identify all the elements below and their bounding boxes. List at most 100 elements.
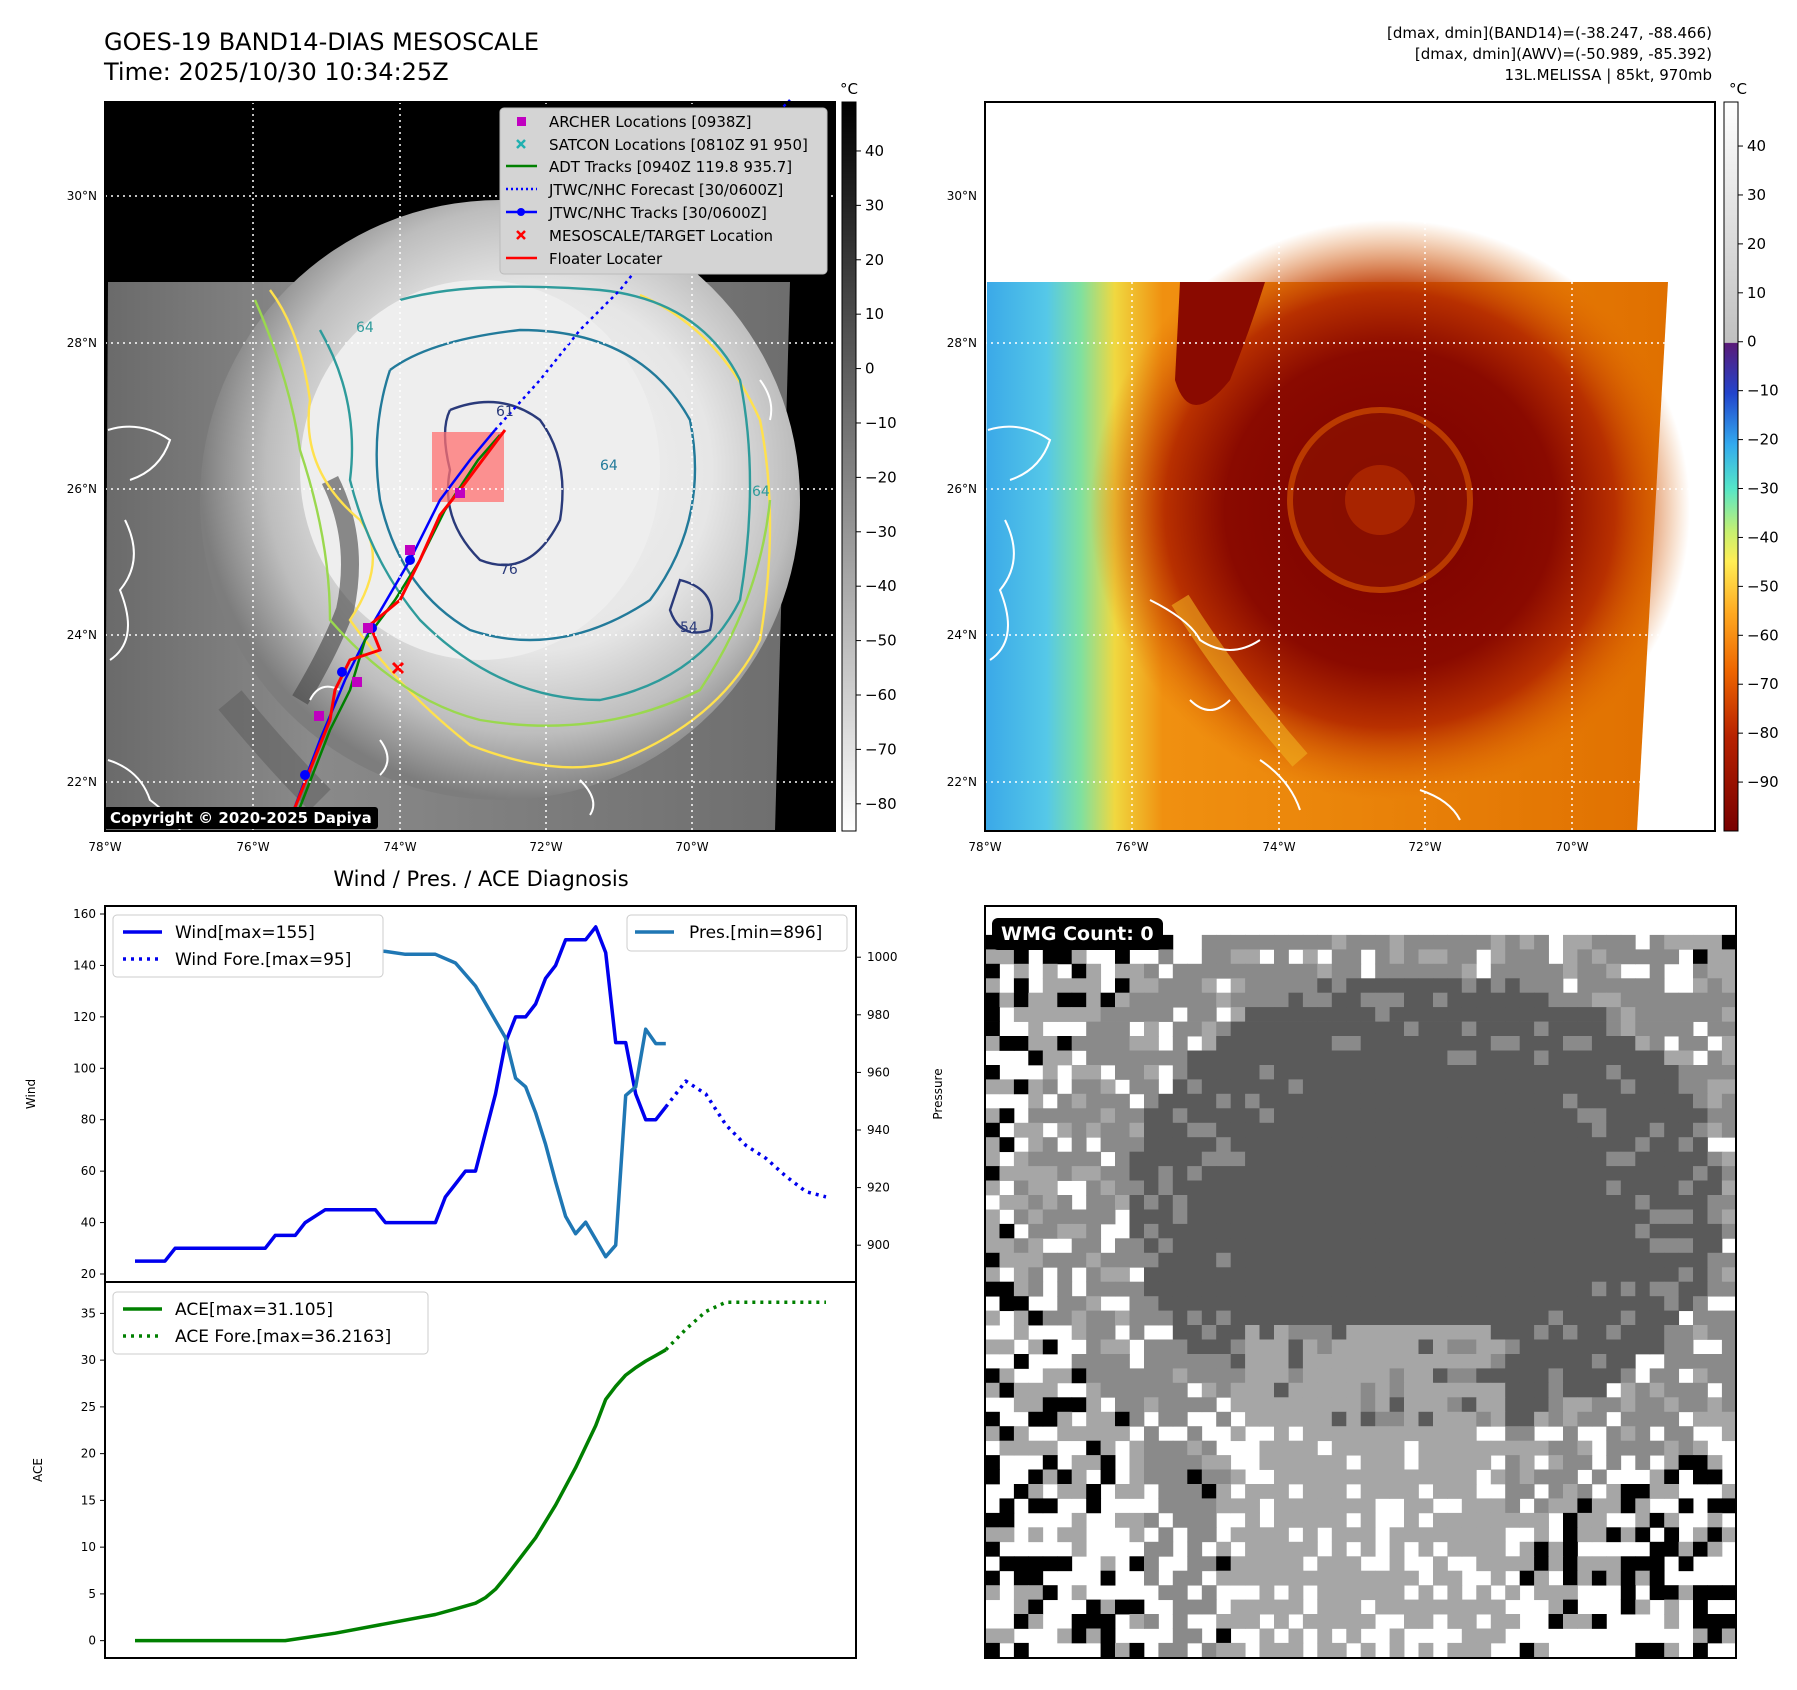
colorbar-tick-label: 30 bbox=[865, 196, 884, 214]
lon-tick-label: 70°W bbox=[675, 840, 708, 854]
contour-label: 64 bbox=[356, 320, 374, 336]
lat-tick-label: 30°N bbox=[67, 189, 97, 203]
figure-title-line1: GOES-19 BAND14-DIAS MESOSCALE bbox=[104, 28, 539, 56]
y-tick-label: 20 bbox=[81, 1447, 96, 1461]
wind-pressure-chart: Wind Pressure 160 140 120 100 80 60 40 20 1000 9… bbox=[24, 905, 945, 1283]
y-tick-label: 35 bbox=[81, 1306, 96, 1320]
lat-tick-label: 22°N bbox=[947, 775, 977, 789]
colorbar-tick-label: −90 bbox=[1747, 773, 1779, 791]
colorbar-tick-label: −10 bbox=[865, 414, 897, 432]
lon-tick-label: 74°W bbox=[383, 840, 416, 854]
lat-tick-label: 26°N bbox=[67, 482, 97, 496]
legend-label: Wind[max=155] bbox=[175, 923, 315, 943]
legend-label: MESOSCALE/TARGET Location bbox=[549, 227, 773, 245]
ace-chart: ACE 35 30 25 20 15 10 5 0 ACE[max=31.105] ACE F… bbox=[31, 1281, 857, 1659]
colorbar-ticks: 40 30 20 10 0 −10 −20 −30 −40 −50 −60 −70 −80 bbox=[856, 142, 897, 813]
legend-item: Floater Locater bbox=[506, 250, 663, 268]
y2-tick-label: 900 bbox=[867, 1238, 890, 1252]
ace-legend: ACE[max=31.105] ACE Fore.[max=36.2163] bbox=[112, 1291, 429, 1355]
y-tick-label: 40 bbox=[81, 1216, 96, 1230]
y-tick-label: 80 bbox=[81, 1113, 96, 1127]
legend-label: SATCON Locations [0810Z 91 950] bbox=[549, 136, 808, 154]
legend-label: Wind Fore.[max=95] bbox=[175, 950, 351, 970]
colorbar-tick-label: −30 bbox=[1747, 480, 1779, 498]
wmg-count-badge: WMG Count: 0 bbox=[992, 918, 1163, 950]
lon-tick-label: 78°W bbox=[88, 840, 121, 854]
colorbar-tick-label: 20 bbox=[865, 251, 884, 269]
colorbar-unit: °C bbox=[1729, 80, 1747, 98]
lon-tick-label: 78°W bbox=[968, 840, 1001, 854]
header-right-line1: [dmax, dmin](BAND14)=(-38.247, -88.466) bbox=[1387, 24, 1712, 42]
legend-item: JTWC/NHC Forecast [30/0600Z] bbox=[506, 181, 783, 199]
right-colorbar: °C 40 30 20 10 0 −10 −20 −30 −40 −50 −60 −70 −80 −90 bbox=[1723, 80, 1779, 832]
left-map-panel: 64 61 76 64 64 54 ARCHER Locations [0938… bbox=[67, 99, 836, 854]
y-tick-label: 10 bbox=[81, 1540, 96, 1554]
y-tick-label: 0 bbox=[88, 1634, 96, 1648]
contour-label: 64 bbox=[752, 484, 770, 500]
colorbar-tick-label: 30 bbox=[1747, 186, 1766, 204]
y-tick-label: 5 bbox=[88, 1587, 96, 1601]
contour-label: 54 bbox=[680, 620, 698, 636]
colorbar-tick-label: −50 bbox=[1747, 577, 1779, 595]
legend-label: JTWC/NHC Tracks [30/0600Z] bbox=[548, 204, 767, 222]
legend-label: Floater Locater bbox=[549, 250, 663, 268]
colorbar-tick-label: −80 bbox=[865, 795, 897, 813]
colorbar-tick-label: −60 bbox=[1747, 626, 1779, 644]
lat-tick-label: 30°N bbox=[947, 189, 977, 203]
figure-title-line2: Time: 2025/10/30 10:34:25Z bbox=[103, 58, 449, 86]
colorbar-unit: °C bbox=[840, 80, 858, 98]
series-line-0 bbox=[135, 925, 668, 1263]
series-line-1 bbox=[664, 1079, 827, 1199]
lon-tick-label: 72°W bbox=[529, 840, 562, 854]
y-axis-label: ACE bbox=[31, 1458, 45, 1482]
legend-item: MESOSCALE/TARGET Location bbox=[516, 227, 773, 245]
header-right-line3: 13L.MELISSA | 85kt, 970mb bbox=[1504, 66, 1712, 84]
y-tick-label: 20 bbox=[81, 1267, 96, 1281]
colorbar-tick-label: 10 bbox=[1747, 284, 1766, 302]
colorbar-tick-label: 10 bbox=[865, 305, 884, 323]
legend-item: JTWC/NHC Tracks [30/0600Z] bbox=[506, 204, 767, 222]
lon-tick-label: 70°W bbox=[1555, 840, 1588, 854]
y-tick-label: 30 bbox=[81, 1353, 96, 1367]
pressure-legend: Pres.[min=896] bbox=[626, 914, 848, 952]
contour-label: 64 bbox=[600, 458, 618, 474]
y2-tick-label: 920 bbox=[867, 1181, 890, 1195]
lon-tick-label: 74°W bbox=[1262, 840, 1295, 854]
right-map-panel: 30°N 28°N 26°N 24°N 22°N 78°W 76°W 74°W … bbox=[947, 101, 1716, 854]
lat-tick-label: 28°N bbox=[67, 336, 97, 350]
legend-label: ADT Tracks [0940Z 119.8 935.7] bbox=[549, 158, 792, 176]
colorbar-tick-label: 40 bbox=[865, 142, 884, 160]
colorbar-tick-label: −60 bbox=[865, 686, 897, 704]
y2-axis-label: Pressure bbox=[931, 1068, 945, 1119]
legend-label: ACE Fore.[max=36.2163] bbox=[175, 1327, 391, 1347]
series-line-1 bbox=[664, 1300, 826, 1352]
colorbar-tick-label: −70 bbox=[865, 740, 897, 758]
wmg-panel bbox=[984, 905, 1737, 1659]
lat-tick-label: 24°N bbox=[67, 628, 97, 642]
y2-tick-label: 1000 bbox=[867, 950, 898, 964]
colorbar-tick-label: −50 bbox=[865, 632, 897, 650]
copyright-badge: Copyright © 2020-2025 Dapiya bbox=[104, 807, 378, 829]
y-tick-label: 15 bbox=[81, 1493, 96, 1507]
y-tick-label: 60 bbox=[81, 1164, 96, 1178]
legend-item: ARCHER Locations [0938Z] bbox=[517, 113, 752, 131]
lat-tick-label: 22°N bbox=[67, 775, 97, 789]
y2-tick-label: 980 bbox=[867, 1008, 890, 1022]
colorbar-tick-label: 0 bbox=[1747, 333, 1757, 351]
wind-legend: Wind[max=155] Wind Fore.[max=95] bbox=[112, 914, 384, 978]
lat-tick-label: 24°N bbox=[947, 628, 977, 642]
legend-label: ACE[max=31.105] bbox=[175, 1300, 333, 1320]
header-right-line2: [dmax, dmin](AWV)=(-50.989, -85.392) bbox=[1415, 45, 1712, 63]
colorbar-tick-label: −20 bbox=[1747, 431, 1779, 449]
lat-tick-label: 26°N bbox=[947, 482, 977, 496]
y-tick-label: 100 bbox=[73, 1061, 96, 1075]
legend-item: ADT Tracks [0940Z 119.8 935.7] bbox=[506, 158, 792, 176]
y-tick-label: 160 bbox=[73, 907, 96, 921]
y-tick-label: 25 bbox=[81, 1400, 96, 1414]
colorbar-tick-label: 40 bbox=[1747, 137, 1766, 155]
y2-tick-label: 940 bbox=[867, 1123, 890, 1137]
legend-label: ARCHER Locations [0938Z] bbox=[549, 113, 752, 131]
y-axis-label: Wind bbox=[24, 1079, 38, 1109]
legend-item: SATCON Locations [0810Z 91 950] bbox=[516, 136, 808, 154]
